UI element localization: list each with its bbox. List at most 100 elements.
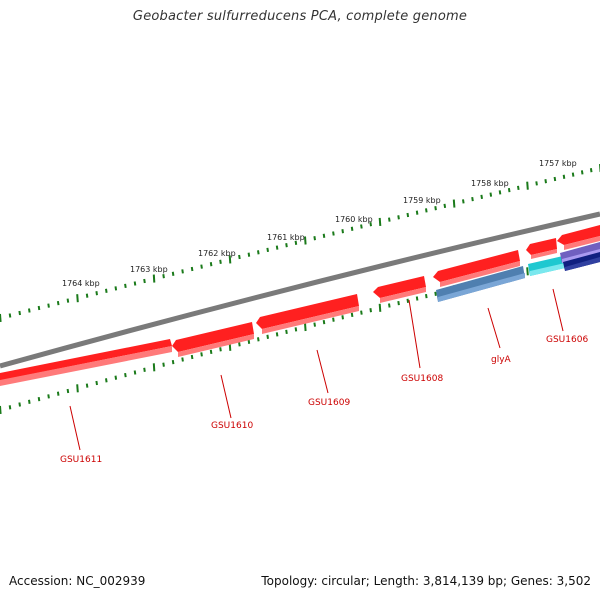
gene-gsu1611-arrow[interactable] [0,339,172,386]
outer-track-tick [489,192,493,197]
leader-gsu1611 [69,405,81,451]
outer-track-tick [544,179,547,184]
outer-track-tick [397,215,400,220]
outer-track-tick [95,291,98,296]
outer-track-tick [133,281,137,286]
scale-label-1760: 1760 kbp [335,215,373,224]
outer-track-tick [162,274,165,279]
gene-label-gsu1611[interactable]: GSU1611 [60,455,102,465]
inner-track-tick [378,303,382,312]
inner-track-tick [0,405,2,415]
gene-label-gsu1606[interactable]: GSU1606 [546,335,588,345]
inner-track-tick [37,396,41,402]
inner-track-tick [66,388,70,394]
outer-track-tick [480,194,483,200]
inner-track-tick [285,329,288,335]
inner-track-tick [434,291,437,296]
outer-track-tick [571,172,575,177]
inner-track-tick [388,303,391,308]
outer-track-tick [105,288,108,293]
inner-track-tick [143,367,146,372]
gene-glya-arrow[interactable] [436,266,525,302]
inner-track-tick [200,352,203,357]
outer-track-tick [434,206,437,211]
gene-label-glya[interactable]: glyA [491,355,512,365]
outer-track-tick [143,278,146,284]
outer-track-tick [76,294,79,303]
outer-track-tick [114,286,118,291]
outer-track-tick [257,250,260,255]
inner-track-tick [105,378,108,383]
inner-track-tick [219,347,222,352]
inner-track-tick [332,317,335,322]
outer-track-tick [8,313,12,318]
outer-track-tick [85,293,89,298]
inner-track-tick [247,339,251,344]
gene-features [0,225,600,386]
gene-label-gsu1608[interactable]: GSU1608 [401,374,443,384]
outer-track-tick [275,245,279,250]
inner-track-tick [114,375,118,380]
inner-track-tick [47,394,50,399]
inner-track-tick [152,363,156,372]
outer-track-tick [369,222,372,227]
outer-track-tick [452,199,456,208]
outer-track-tick [360,224,363,229]
outer-track-tick [415,210,419,215]
inner-track-tick [526,267,529,276]
gene-navy-arrow[interactable] [563,252,600,271]
scale-label-1759: 1759 kbp [403,196,441,205]
outer-track-tick [190,266,194,272]
gene-cyan-arrow[interactable] [528,256,565,276]
inner-track-tick [18,402,21,407]
outer-tick-track [0,164,600,323]
outer-track-tick [66,298,70,303]
inner-track-tick [124,372,127,378]
outer-track-tick [425,208,428,213]
outer-track-tick [56,300,60,306]
outer-track-tick [285,243,288,248]
outer-track-tick [313,236,316,241]
outer-track-tick [462,199,465,204]
outer-track-tick [580,170,584,175]
gene-label-leaders [69,288,564,451]
leader-glya [487,307,501,349]
inner-track-tick [415,296,419,301]
inner-track-tick [294,327,298,332]
outer-track-tick [535,181,538,186]
outer-track-tick [378,217,382,226]
scale-label-1762: 1762 kbp [198,249,236,258]
inner-track-tick [350,312,354,318]
gene-gsu1610-arrow[interactable] [172,322,254,357]
inner-track-tick [162,362,165,367]
inner-track-tick [133,370,137,375]
outer-track-tick [200,264,203,269]
inner-track-tick [171,359,175,365]
gene-gsu1609-arrow[interactable] [256,294,359,334]
gene-purple-arrow[interactable] [560,242,600,263]
outer-track-tick [219,259,222,264]
gene-red-small-arrow[interactable] [526,238,557,259]
inner-track-tick [95,380,98,386]
leader-gsu1610 [220,374,232,419]
scale-label-1763: 1763 kbp [130,265,168,274]
gene-red-upper-arrow[interactable] [433,250,520,287]
genome-backbone [0,211,600,369]
outer-track-tick [562,174,566,179]
gene-label-gsu1609[interactable]: GSU1609 [308,398,350,408]
outer-track-tick [37,305,41,311]
scale-label-1761: 1761 kbp [267,233,305,242]
inner-track-tick [275,332,279,337]
outer-track-tick [526,181,529,190]
gene-label-gsu1610[interactable]: GSU1610 [211,421,253,431]
leader-gsu1609 [316,349,329,394]
inner-track-tick [209,349,213,355]
outer-track-tick [47,303,50,308]
outer-track-tick [498,190,502,195]
gene-gsu1608-arrow[interactable] [373,276,426,303]
inner-track-tick [257,337,260,342]
inner-track-tick [181,357,184,362]
outer-track-tick [332,231,335,236]
gene-red-right-arrow[interactable] [557,225,600,250]
